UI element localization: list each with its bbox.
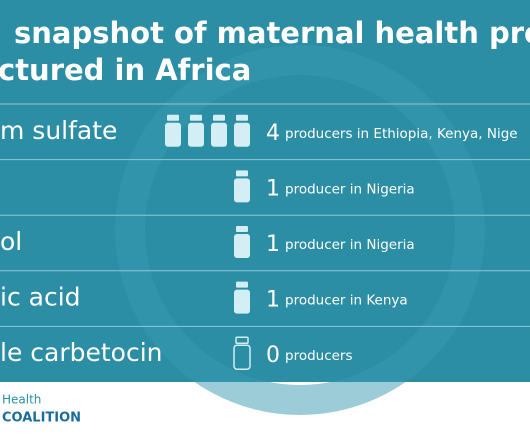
bottle-body xyxy=(188,122,204,147)
bottle-cap xyxy=(190,114,202,121)
producer-count: 1 xyxy=(266,288,280,313)
producer-count: 0 xyxy=(266,343,280,368)
bottle xyxy=(188,114,204,147)
bottle-body xyxy=(165,122,181,147)
row-label: ol xyxy=(0,227,22,256)
title-line: ctured in Africa xyxy=(0,53,251,87)
bottle xyxy=(211,114,227,147)
bottle-body xyxy=(234,234,250,258)
bottle xyxy=(233,336,251,370)
bottle xyxy=(234,281,250,314)
bottle-body xyxy=(234,122,250,147)
producer-text: producer in Kenya xyxy=(285,293,408,309)
row-label: ic acid xyxy=(0,283,81,312)
bottle-body xyxy=(234,178,250,203)
producer-count: 1 xyxy=(266,232,280,257)
bottle-cap xyxy=(236,170,248,177)
row-detail: 4 producers in Ethiopia, Kenya, Nige xyxy=(266,121,518,146)
producer-text: producer in Nigeria xyxy=(285,237,415,253)
bottle-cap xyxy=(235,336,249,344)
producer-text: producers in Ethiopia, Kenya, Nige xyxy=(285,126,518,142)
row-detail: 0 producers xyxy=(266,343,353,368)
row-detail: 1 producer in Nigeria xyxy=(266,176,415,201)
bottle-cap xyxy=(236,226,248,232)
footer-line: COALITION xyxy=(2,411,81,426)
row-label: le carbetocin xyxy=(0,338,163,367)
decoration xyxy=(115,45,485,415)
bottle-body xyxy=(211,122,227,147)
bottle xyxy=(234,226,250,258)
producer-count: 4 xyxy=(266,121,280,146)
title-line: snapshot of maternal health pro xyxy=(14,16,530,50)
producer-text: producer in Nigeria xyxy=(285,181,415,197)
producer-text: producers xyxy=(285,348,353,364)
bottle-cap xyxy=(236,114,248,121)
bottle xyxy=(165,114,181,147)
bottle-cap xyxy=(213,114,225,121)
row-label: m sulfate xyxy=(0,116,117,145)
row-detail: 1 producer in Nigeria xyxy=(266,232,415,257)
footer-line: Health xyxy=(2,393,41,407)
producer-count: 1 xyxy=(266,176,280,201)
bottle-cap xyxy=(236,281,248,288)
bottle xyxy=(234,114,250,147)
bottle-body xyxy=(233,344,251,370)
bottle-cap xyxy=(167,114,179,121)
bottle xyxy=(234,170,250,203)
row-detail: 1 producer in Kenya xyxy=(266,288,408,313)
bottle-body xyxy=(234,289,250,314)
